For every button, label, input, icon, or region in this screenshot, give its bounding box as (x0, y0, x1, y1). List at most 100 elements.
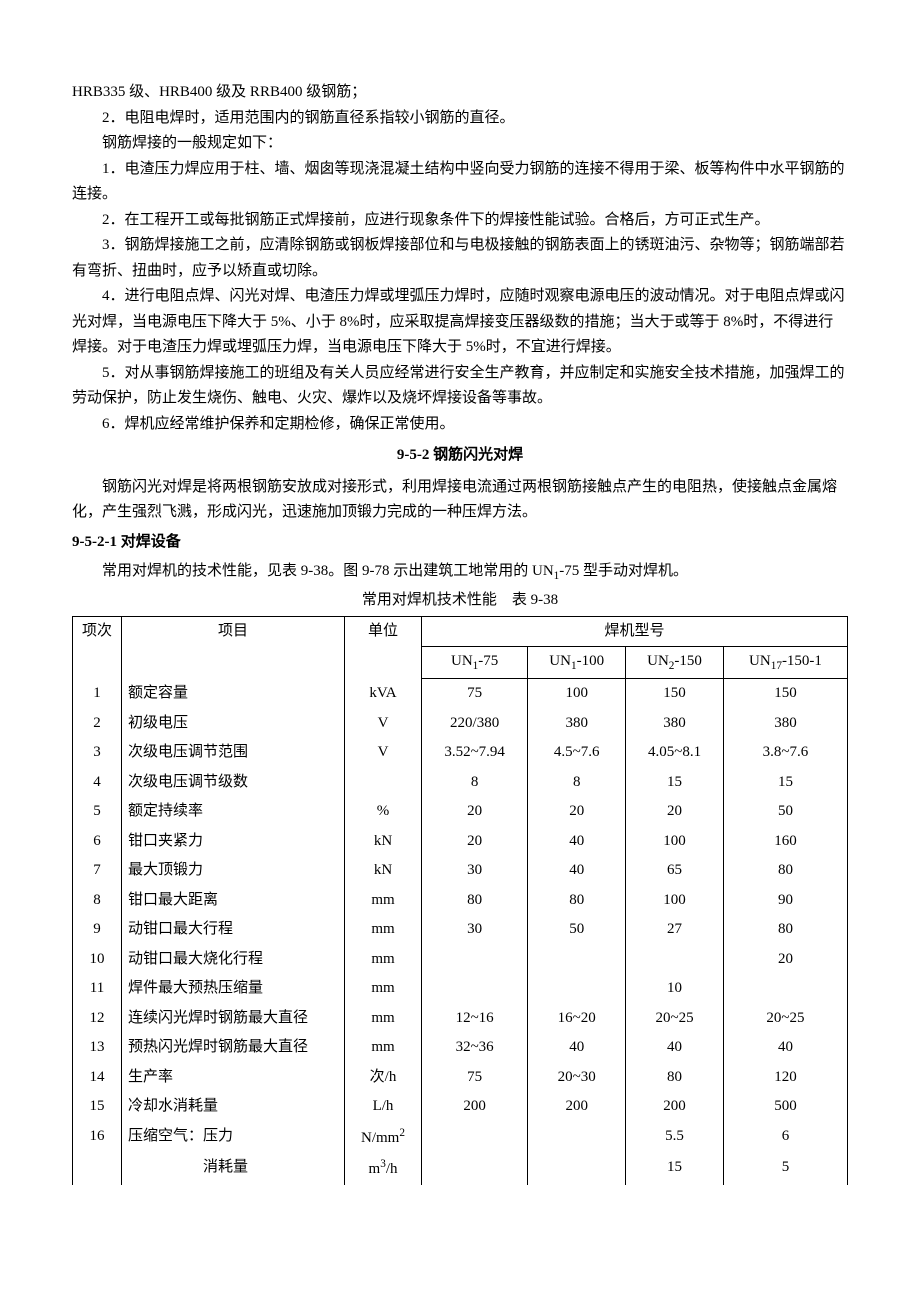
cell-value: 40 (723, 1033, 847, 1063)
cell-index: 5 (73, 797, 122, 827)
table-row: 2初级电压V220/380380380380 (73, 709, 848, 739)
cell-value: 15 (626, 768, 724, 798)
cell-value: 40 (626, 1033, 724, 1063)
cell-value: 6 (723, 1122, 847, 1154)
cell-value: 20~25 (626, 1004, 724, 1034)
cell-value: 40 (528, 827, 626, 857)
th-model-group: 焊机型号 (422, 616, 848, 647)
cell-item: 次级电压调节级数 (122, 768, 345, 798)
cell-value: 20 (723, 945, 847, 975)
cell-unit: mm (345, 886, 422, 916)
th-index: 项次 (73, 616, 122, 679)
cell-value: 80 (528, 886, 626, 916)
cell-unit: m3/h (345, 1153, 422, 1185)
cell-value (528, 1153, 626, 1185)
cell-item: 动钳口最大烧化行程 (122, 945, 345, 975)
table-row: 1额定容量kVA75100150150 (73, 679, 848, 709)
cell-value (528, 1122, 626, 1154)
cell-unit: mm (345, 1004, 422, 1034)
cell-value (422, 945, 528, 975)
subsection-title: 9-5-2-1 对焊设备 (72, 530, 848, 556)
rule-1: 1．电渣压力焊应用于柱、墙、烟囱等现浇混凝土结构中竖向受力钢筋的连接不得用于梁、… (72, 157, 848, 208)
cell-item: 钳口夹紧力 (122, 827, 345, 857)
cell-value: 20 (422, 797, 528, 827)
cell-value: 30 (422, 915, 528, 945)
cell-value: 32~36 (422, 1033, 528, 1063)
th-model-3: UN2-150 (626, 647, 724, 679)
cell-value: 50 (528, 915, 626, 945)
cell-index: 14 (73, 1063, 122, 1093)
cell-value: 150 (626, 679, 724, 709)
rule-2: 2．在工程开工或每批钢筋正式焊接前，应进行现象条件下的焊接性能试验。合格后，方可… (72, 208, 848, 234)
cell-value: 80 (422, 886, 528, 916)
cell-index: 13 (73, 1033, 122, 1063)
cell-value: 75 (422, 1063, 528, 1093)
cell-item: 生产率 (122, 1063, 345, 1093)
cell-item: 压缩空气：压力 (122, 1122, 345, 1154)
cell-value: 15 (723, 768, 847, 798)
cell-value: 8 (422, 768, 528, 798)
cell-value: 10 (626, 974, 724, 1004)
cell-unit: mm (345, 1033, 422, 1063)
cell-item: 最大顶锻力 (122, 856, 345, 886)
cell-index: 12 (73, 1004, 122, 1034)
cell-value: 5 (723, 1153, 847, 1185)
cell-unit (345, 768, 422, 798)
cell-value (422, 1153, 528, 1185)
cell-item: 额定容量 (122, 679, 345, 709)
cell-value: 160 (723, 827, 847, 857)
cell-index: 2 (73, 709, 122, 739)
table-row: 消耗量m3/h155 (73, 1153, 848, 1185)
cell-value: 8 (528, 768, 626, 798)
cell-value: 4.5~7.6 (528, 738, 626, 768)
cell-value (723, 974, 847, 1004)
cell-index: 6 (73, 827, 122, 857)
table-row: 16压缩空气：压力N/mm25.56 (73, 1122, 848, 1154)
cell-unit: V (345, 738, 422, 768)
rule-4: 4．进行电阻点焊、闪光对焊、电渣压力焊或埋弧压力焊时，应随时观察电源电压的波动情… (72, 284, 848, 361)
cell-unit: 次/h (345, 1063, 422, 1093)
cell-value: 40 (528, 1033, 626, 1063)
cell-value: 120 (723, 1063, 847, 1093)
table-row: 10动钳口最大烧化行程mm20 (73, 945, 848, 975)
table-row: 7最大顶锻力kN30406580 (73, 856, 848, 886)
cell-index: 1 (73, 679, 122, 709)
cell-value: 200 (422, 1092, 528, 1122)
table-row: 12连续闪光焊时钢筋最大直径mm12~1616~2020~2520~25 (73, 1004, 848, 1034)
table-caption: 常用对焊机技术性能 表 9-38 (72, 588, 848, 614)
cell-unit: kVA (345, 679, 422, 709)
cell-unit: mm (345, 915, 422, 945)
cell-value: 30 (422, 856, 528, 886)
cell-index: 10 (73, 945, 122, 975)
table-row: 4次级电压调节级数881515 (73, 768, 848, 798)
cell-value: 100 (626, 827, 724, 857)
cell-value: 380 (723, 709, 847, 739)
cell-value (528, 974, 626, 1004)
cell-item: 额定持续率 (122, 797, 345, 827)
cell-value: 100 (528, 679, 626, 709)
cell-value: 20 (528, 797, 626, 827)
cell-value: 3.52~7.94 (422, 738, 528, 768)
cell-value: 80 (723, 856, 847, 886)
subsection-paragraph: 常用对焊机的技术性能，见表 9-38。图 9-78 示出建筑工地常用的 UN1-… (72, 559, 848, 586)
cell-value (422, 974, 528, 1004)
cell-item: 次级电压调节范围 (122, 738, 345, 768)
intro-line: HRB335 级、HRB400 级及 RRB400 级钢筋； (72, 80, 848, 106)
spec-table: 项次 项目 单位 焊机型号 UN1-75 UN1-100 UN2-150 UN1… (72, 616, 848, 1185)
cell-value: 12~16 (422, 1004, 528, 1034)
cell-index: 8 (73, 886, 122, 916)
cell-value: 20 (626, 797, 724, 827)
subsection-p1-a: 常用对焊机的技术性能，见表 9-38。图 9-78 示出建筑工地常用的 UN (102, 563, 554, 579)
cell-value: 20~30 (528, 1063, 626, 1093)
rule-3: 3．钢筋焊接施工之前，应清除钢筋或钢板焊接部位和与电极接触的钢筋表面上的锈斑油污… (72, 233, 848, 284)
cell-index: 15 (73, 1092, 122, 1122)
cell-index (73, 1153, 122, 1185)
th-model-1: UN1-75 (422, 647, 528, 679)
cell-unit: mm (345, 974, 422, 1004)
table-row: 13预热闪光焊时钢筋最大直径mm32~36404040 (73, 1033, 848, 1063)
table-row: 14生产率次/h7520~3080120 (73, 1063, 848, 1093)
cell-item: 连续闪光焊时钢筋最大直径 (122, 1004, 345, 1034)
cell-item: 预热闪光焊时钢筋最大直径 (122, 1033, 345, 1063)
cell-value: 65 (626, 856, 724, 886)
cell-value: 27 (626, 915, 724, 945)
